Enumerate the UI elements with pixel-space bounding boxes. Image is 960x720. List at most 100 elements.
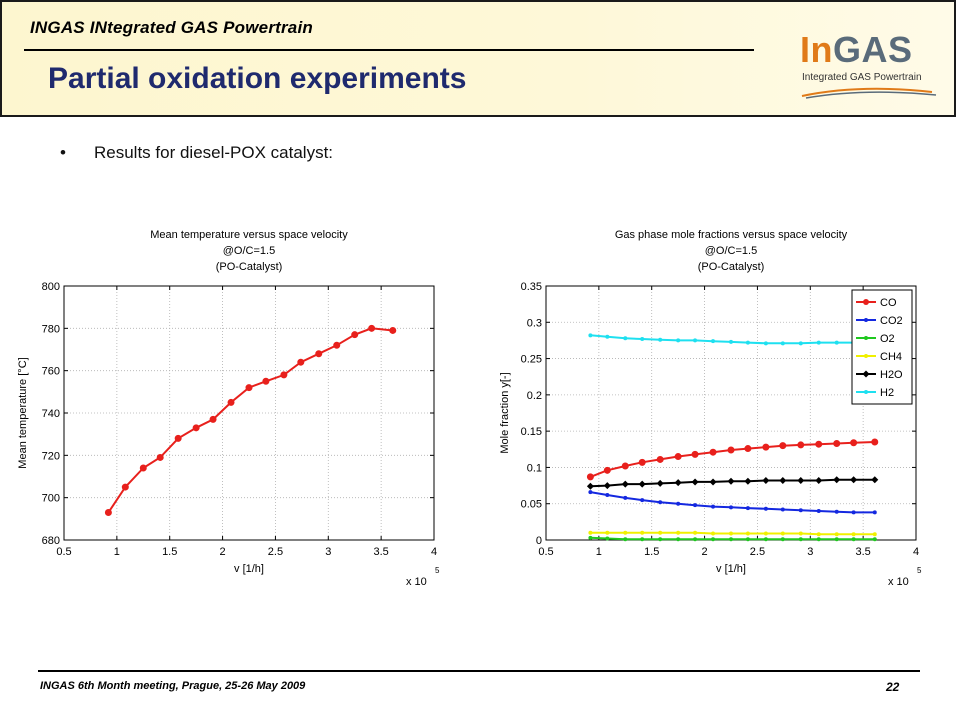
chart2-series-co-point (727, 446, 735, 454)
chart2-series-o2-point (834, 537, 839, 542)
chart2-series-ch4-point (872, 532, 877, 537)
chart2-series-h2-point (834, 340, 839, 345)
chart1-series-1-point (192, 424, 200, 432)
logo-subtitle: Integrated GAS Powertrain (802, 72, 922, 83)
chart1-x-multiplier-exponent: 5 (435, 566, 440, 575)
chart2-series-ch4-point (640, 530, 645, 535)
chart2-series-h2o-point (638, 480, 646, 488)
chart1-series-1-point (121, 483, 129, 491)
footer-meeting-text: INGAS 6th Month meeting, Prague, 25-26 M… (40, 680, 306, 692)
chart2-series-co2-point (834, 509, 839, 514)
chart2-series-h2o-point (797, 476, 805, 484)
chart1-y-tick-label: 800 (42, 281, 60, 293)
chart2-series-h2o-point (603, 482, 611, 490)
chart2-series-o2-point (676, 537, 681, 542)
chart2-series-o2-point (872, 537, 877, 542)
chart2-series-o2-point (745, 537, 750, 542)
chart2-x-multiplier: x 10 (888, 576, 909, 588)
logo-swoosh-icon (801, 87, 937, 99)
chart2-legend-label: H2O (880, 369, 903, 381)
logo-wordmark: InGAS (800, 30, 913, 70)
chart1-series-1-point (297, 358, 305, 366)
chart2-x-tick-label: 2.5 (750, 546, 765, 558)
page-number: 22 (886, 680, 900, 694)
chart2-y-tick-label: 0.1 (527, 462, 542, 474)
chart2-series-h2-point (623, 336, 628, 341)
chart2-series-ch4-point (851, 532, 856, 537)
chart2-series-co-point (797, 441, 805, 449)
chart2-series-ch4-point (763, 531, 768, 536)
chart2-series-co2-point (658, 500, 663, 505)
chart1-y-tick-label: 720 (42, 450, 60, 462)
chart2-series-h2-point (729, 339, 733, 344)
chart2-series-co2-point (623, 495, 628, 500)
chart2-series-o2-point (816, 537, 821, 542)
chart2-series-h2-point (816, 340, 821, 345)
chart1-title-line: (PO-Catalyst) (216, 261, 283, 273)
chart2-y-tick-label: 0.3 (527, 317, 542, 329)
chart1-series-1-point (262, 377, 270, 385)
chart2-series-co-point (691, 450, 699, 458)
chart2-title-line: Gas phase mole fractions versus space ve… (615, 229, 848, 241)
chart2-series-co-point (815, 440, 823, 448)
chart1-series-1-point (174, 434, 182, 442)
chart1-series-1-point (315, 350, 323, 358)
chart2-series-o2-point (658, 537, 663, 542)
chart1-x-tick-label: 1 (114, 546, 120, 558)
chart2-legend-swatch-marker (864, 318, 868, 322)
chart2-y-axis-label: Mole fraction y[-] (499, 372, 511, 453)
chart2-series-co2-point (780, 507, 785, 512)
chart2-series-h2o-point (586, 482, 594, 490)
chart2-series-h2-point (640, 336, 645, 341)
chart1-y-tick-label: 680 (42, 535, 60, 547)
chart2-series-h2o-point (744, 477, 752, 485)
chart2-y-tick-label: 0.25 (521, 354, 542, 366)
chart1-x-multiplier: x 10 (406, 576, 427, 588)
chart2-series-h2-point (658, 337, 663, 342)
logo-in: In (800, 29, 833, 70)
chart2-series-h2o-point (871, 476, 879, 484)
chart2-series-h2-point (798, 341, 803, 346)
chart2-series-o2-point (640, 537, 645, 542)
chart2-legend-box (851, 289, 913, 405)
project-title: INGAS INtegrated GAS Powertrain (30, 18, 313, 37)
chart1-y-tick-label: 700 (42, 493, 60, 505)
chart1-x-tick-label: 4 (431, 546, 437, 558)
chart2-legend-swatch-marker (864, 354, 868, 358)
chart2-series-o2-point (851, 537, 856, 542)
chart2-series-co-point (621, 462, 629, 470)
chart2-series-h2o-point (762, 476, 770, 484)
chart2-series-h2o-point (674, 479, 682, 487)
ingas-logo: InGAS Integrated GAS Powertrain (800, 30, 940, 100)
chart2-series-co-point (850, 439, 858, 447)
chart1-y-axis-label: Mean temperature [°C] (17, 357, 29, 468)
chart2-series-h2-point (676, 338, 681, 343)
bullet-marker: • (60, 143, 66, 162)
chart1-series-1-point (389, 326, 397, 334)
chart2-y-tick-label: 0.35 (521, 281, 542, 293)
chart1-x-tick-label: 0.5 (56, 546, 71, 558)
chart2-series-co2-point (872, 510, 877, 515)
chart2-legend-swatch-marker (862, 370, 870, 378)
chart2-series-ch4-point (588, 530, 593, 535)
chart2-series-h2-point (780, 341, 785, 346)
chart2-series-co2-point (745, 506, 750, 511)
chart2-legend-label: CO (880, 297, 897, 309)
chart2-x-tick-label: 4 (913, 546, 919, 558)
chart1-x-axis-label: v [1/h] (234, 563, 264, 575)
chart1-plot-group (63, 285, 435, 541)
chart1-series-1-point (156, 453, 164, 461)
chart2-series-co-point (656, 455, 664, 463)
chart1-y-tick-label: 760 (42, 366, 60, 378)
chart2-series-ch4-point (745, 531, 750, 536)
chart1-series-1-point (368, 324, 376, 332)
chart2-series-h2-point (693, 338, 698, 343)
chart1-x-tick-label: 3.5 (373, 546, 388, 558)
chart2-series-o2-point (763, 537, 768, 542)
chart2-series-o2-point (605, 536, 610, 541)
chart2-series-ch4-point (693, 530, 698, 535)
chart1-series-1-point (227, 398, 235, 406)
chart2-y-tick-label: 0.05 (521, 499, 542, 511)
chart2-series-o2-point (711, 537, 716, 542)
chart2-series-h2-point (763, 341, 768, 346)
